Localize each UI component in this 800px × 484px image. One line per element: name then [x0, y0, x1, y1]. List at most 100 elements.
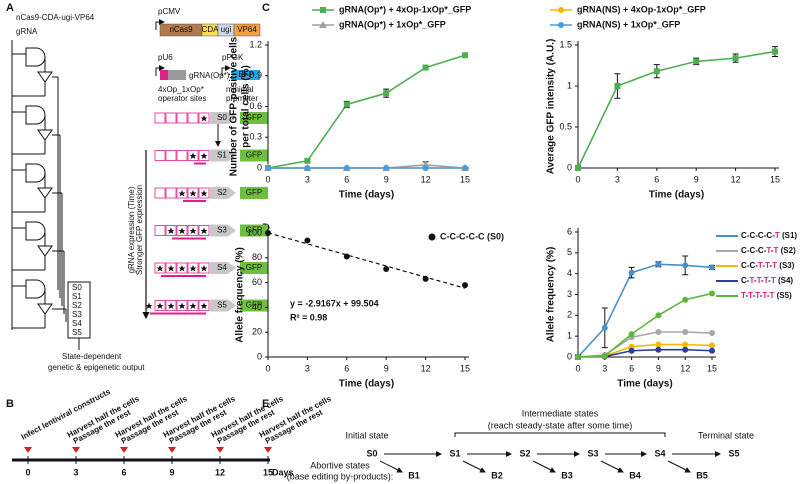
y-tick-label: 0 — [257, 162, 262, 172]
bound-grna — [194, 237, 206, 240]
operator-site — [154, 112, 166, 124]
operator-site — [154, 150, 166, 161]
promoter-block — [210, 224, 236, 237]
y-axis-label: per total cells (%) — [241, 65, 252, 148]
point — [732, 55, 739, 62]
operator-site — [187, 112, 199, 124]
gfp — [240, 299, 268, 312]
label: 4xOp_1xOp* — [158, 85, 204, 94]
gfp-label: GFP — [246, 263, 262, 272]
star-mark — [200, 152, 208, 159]
star-mark — [189, 152, 197, 159]
point — [383, 90, 390, 97]
x-tick-label: 6 — [654, 174, 659, 184]
event-marker — [24, 447, 32, 453]
star-mark — [167, 227, 175, 234]
gfp-label: GFP — [246, 151, 262, 160]
label: S5 — [72, 328, 82, 337]
label: S1 — [72, 292, 82, 301]
series-line — [577, 263, 713, 358]
state-label: S4 — [217, 263, 227, 272]
star-mark — [178, 227, 186, 234]
transition — [379, 460, 403, 473]
point — [655, 329, 662, 335]
label: 6 — [121, 467, 126, 477]
operator-site — [176, 150, 188, 161]
state-label: S1 — [217, 151, 227, 160]
point — [343, 101, 350, 108]
star-mark — [167, 265, 175, 272]
star-mark — [189, 265, 197, 272]
point — [601, 324, 608, 331]
x-tick-label: 9 — [384, 363, 389, 373]
star-mark — [200, 227, 208, 234]
x-tick-label: 6 — [344, 363, 349, 373]
buffer — [37, 129, 53, 141]
label: gRNA expression (Time) — [127, 186, 136, 273]
label: (base editing by-products): — [287, 471, 394, 481]
promoter-arrow — [221, 65, 231, 76]
x-tick-label: 9 — [694, 174, 699, 184]
abortive-node: B5 — [696, 470, 708, 480]
bound-grna — [172, 312, 184, 315]
y-axis-label: Allele frequency (%) — [235, 247, 246, 343]
y-tick-label: 80 — [252, 252, 262, 262]
x-tick-label: 12 — [421, 363, 431, 373]
transition — [667, 460, 691, 473]
x-tick-label: 0 — [575, 363, 580, 373]
point — [383, 265, 390, 272]
legend-marker — [319, 21, 327, 28]
label: minimal — [226, 85, 254, 94]
gfp-label: GFP — [246, 188, 262, 197]
bound-grna — [194, 200, 206, 202]
label: operator sites — [158, 94, 206, 103]
state-label: S3 — [217, 226, 227, 235]
y-tick-label: 20 — [252, 327, 262, 337]
series-line — [577, 331, 713, 358]
point — [655, 261, 662, 268]
annotation: R² = 0.98 — [290, 312, 327, 322]
legend-label: C-C-C-C-T (S1) — [741, 231, 797, 240]
star-mark — [189, 227, 197, 234]
bound-grna — [183, 275, 195, 277]
bound-grna — [172, 237, 184, 240]
label: BFP — [238, 70, 254, 79]
and-gate — [25, 279, 46, 299]
state-node: S5 — [728, 448, 739, 458]
bound-grna — [150, 312, 162, 315]
bound-grna — [172, 275, 184, 277]
promoter-block — [210, 187, 236, 199]
legend-label: gRNA(Op*) + 4xOp-1xOp*_GFP — [339, 4, 471, 14]
y-axis-label: Number of GFP-positive cells — [229, 36, 240, 176]
star-mark — [200, 265, 208, 272]
point — [655, 346, 662, 353]
gfp — [240, 149, 268, 162]
point — [628, 347, 635, 354]
transition — [600, 460, 624, 473]
point — [575, 165, 581, 171]
series-line — [577, 50, 776, 169]
operator-site — [165, 150, 177, 161]
operator-site — [165, 187, 177, 199]
state-label: S2 — [217, 188, 227, 197]
star-mark — [156, 302, 164, 309]
point — [772, 48, 778, 55]
x-axis-label: Time (days) — [649, 190, 704, 201]
label: Initial state — [345, 430, 388, 440]
y-tick-label: 1.2 — [249, 39, 262, 49]
point — [628, 343, 635, 350]
y-tick-label: 6 — [567, 226, 572, 236]
label: 3 — [73, 467, 78, 477]
point — [682, 296, 689, 303]
label: S4 — [72, 319, 82, 328]
x-tick-label: 0 — [575, 174, 580, 184]
legend-label: C-C-C-C-C (S0) — [440, 231, 504, 241]
x-tick-label: 0 — [265, 174, 270, 184]
label: VP64 — [237, 25, 257, 34]
bound-grna — [194, 275, 206, 277]
operator-site — [154, 187, 166, 199]
promoter-block — [210, 149, 236, 162]
label: 12 — [215, 467, 225, 477]
x-tick-label: 6 — [344, 174, 349, 184]
point — [709, 290, 715, 297]
